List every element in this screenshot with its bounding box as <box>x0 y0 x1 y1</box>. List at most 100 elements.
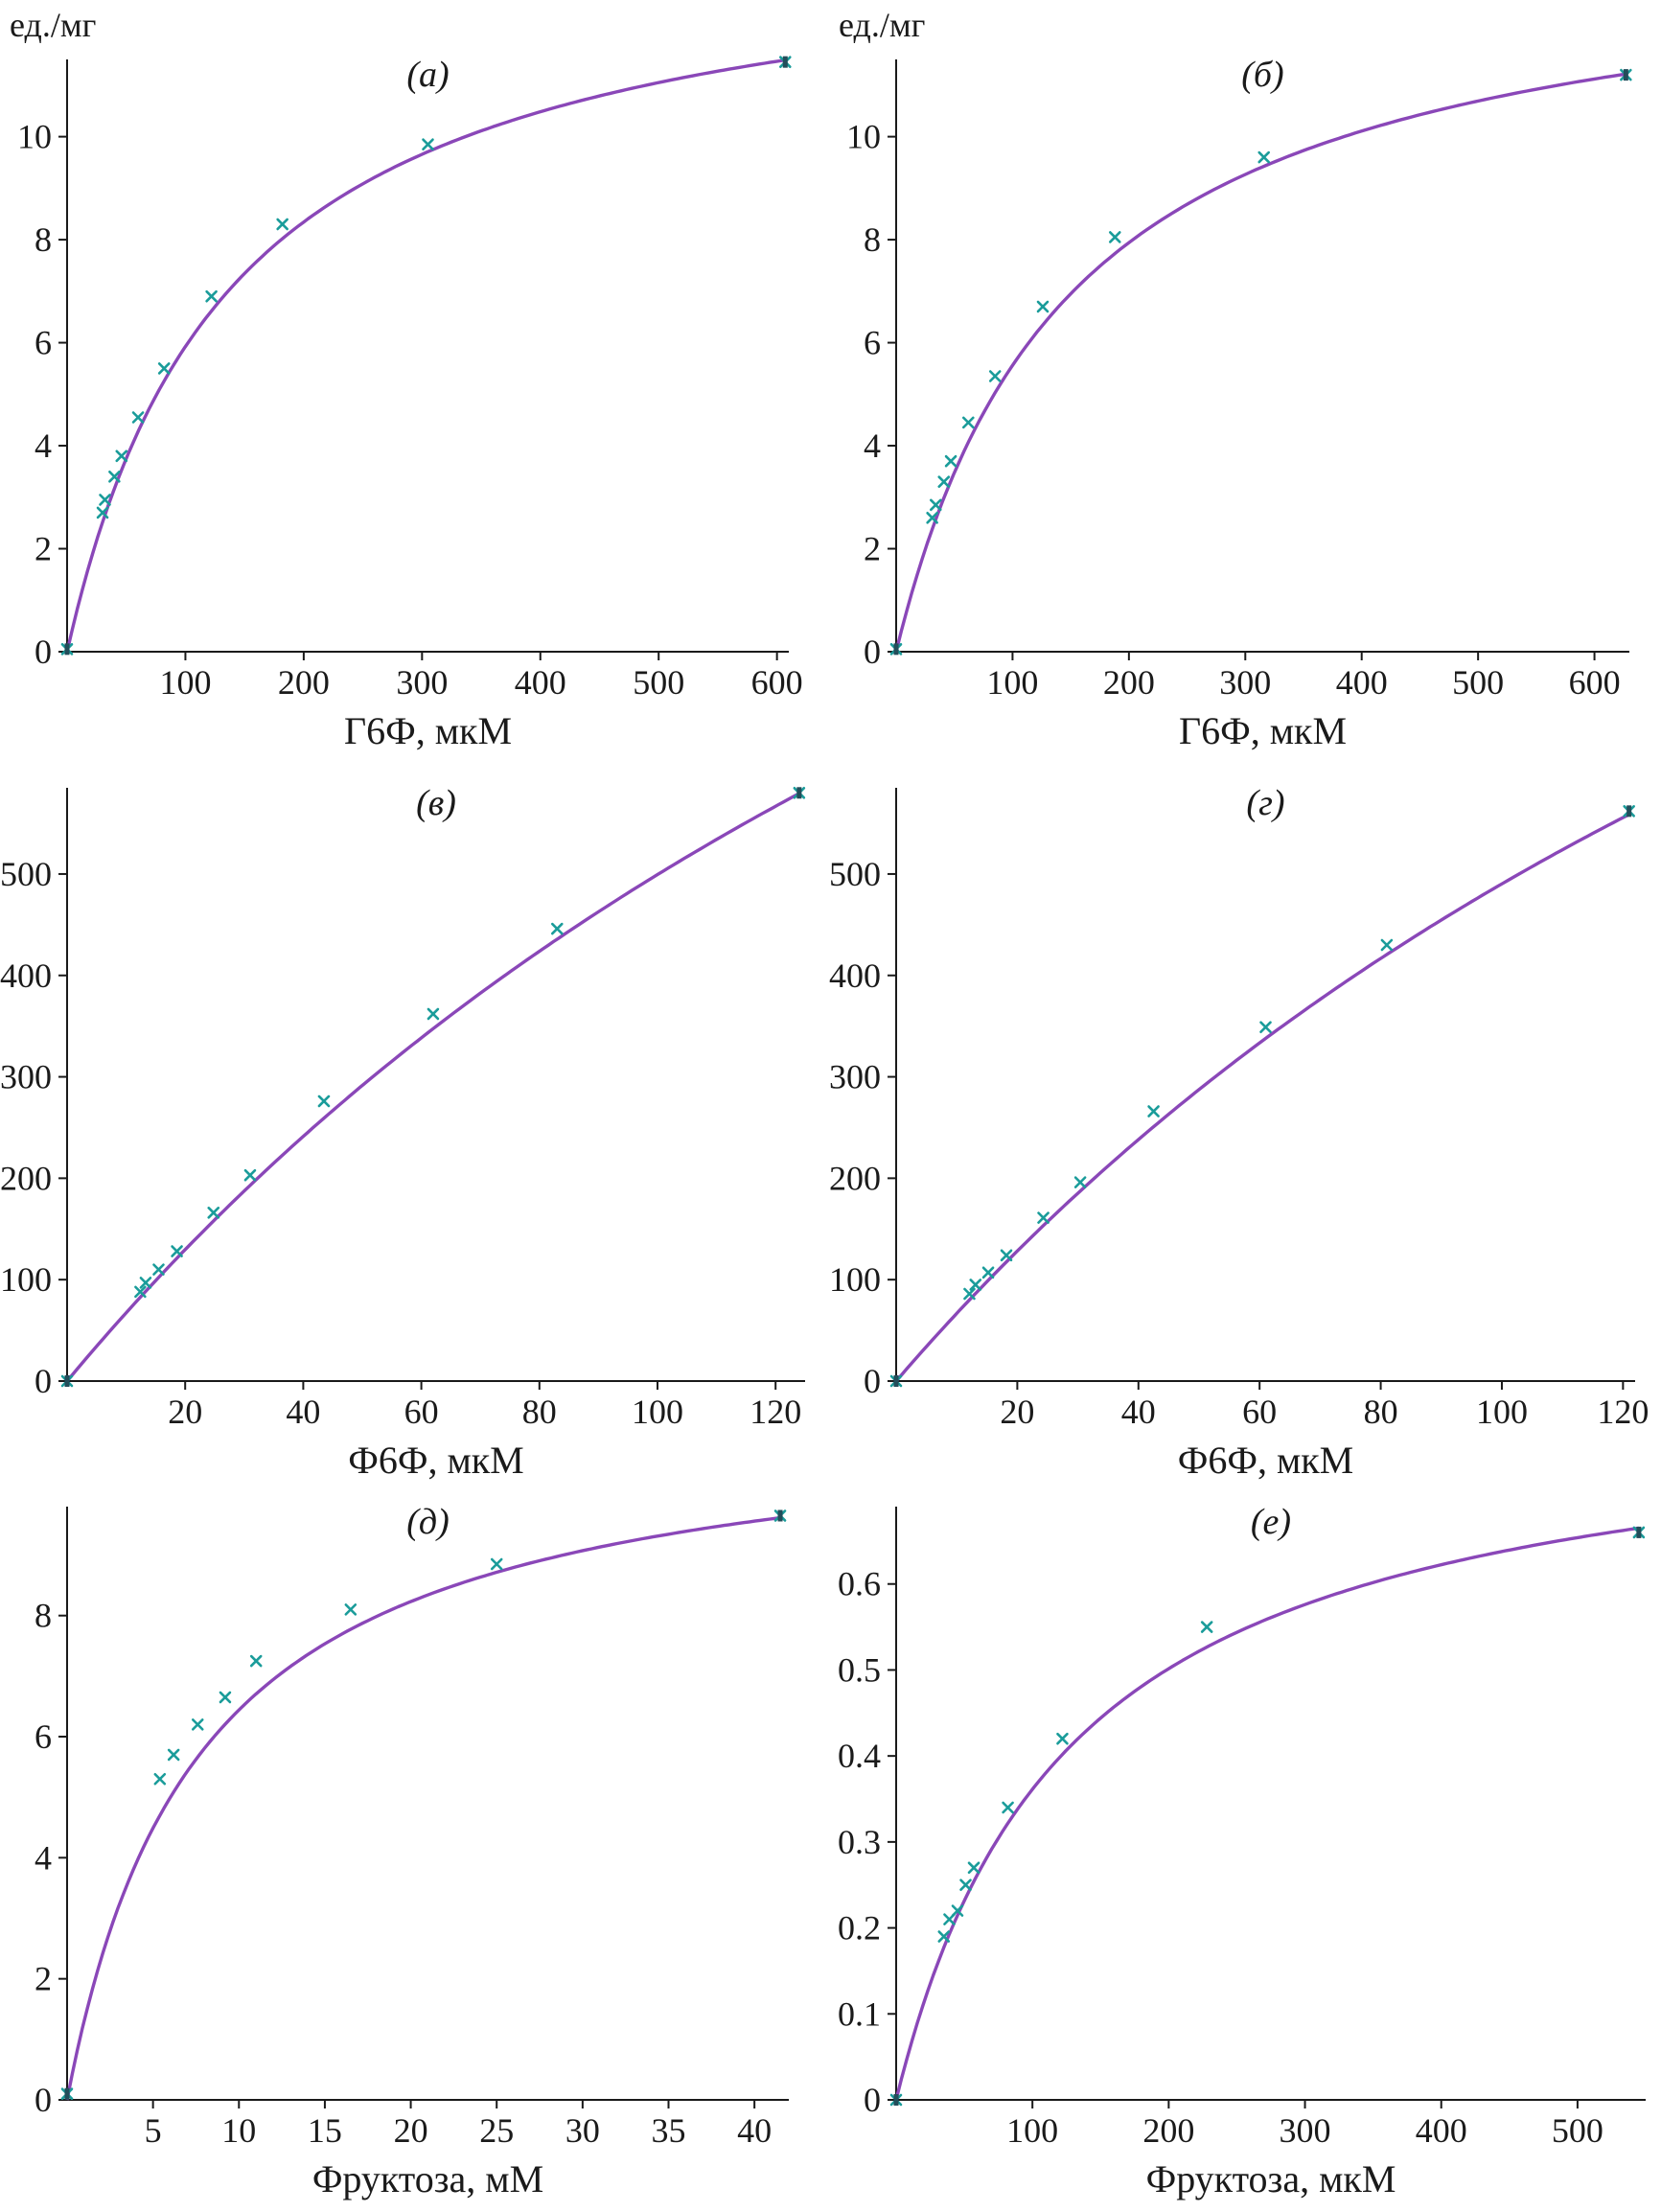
x-tick-label: 200 <box>1103 663 1155 702</box>
x-tick-label: 20 <box>394 2111 428 2150</box>
y-tick-label: 100 <box>0 1260 52 1299</box>
x-axis-title: Ф6Ф, мкМ <box>1178 1439 1354 1482</box>
y-tick-label: 8 <box>864 220 881 259</box>
y-tick-label: 100 <box>829 1260 881 1299</box>
data-point <box>152 1263 165 1276</box>
data-point <box>793 786 806 799</box>
data-point <box>937 1930 951 1943</box>
data-point <box>490 1557 503 1571</box>
y-tick-label: 0 <box>864 633 881 671</box>
x-tick-label: 5 <box>145 2111 162 2150</box>
data-point <box>1056 1732 1069 1745</box>
y-tick-label: 0.1 <box>838 1994 881 2033</box>
data-point <box>889 643 903 656</box>
panel-d: 5 10 15 20 25 30 35 40 0 2 4 6 8 (д) Фруктоза, мМ <box>35 1502 789 2200</box>
data-point <box>60 2087 74 2100</box>
y-tick-label: 200 <box>0 1159 52 1197</box>
x-tick-label: 400 <box>1416 2111 1467 2150</box>
data-point <box>139 1277 152 1289</box>
data-point <box>344 1603 358 1616</box>
panel-label: (д) <box>406 1502 450 1542</box>
x-tick-label: 300 <box>396 663 448 702</box>
data-point <box>1073 1176 1087 1188</box>
data-point <box>981 1266 995 1279</box>
y-tick-label: 0 <box>864 2081 881 2119</box>
data-point <box>961 416 975 429</box>
data-point <box>959 1878 972 1892</box>
x-tick-label: 100 <box>986 663 1038 702</box>
y-tick-label: 0 <box>864 1362 881 1400</box>
y-tick-label: 6 <box>864 324 881 362</box>
data-point <box>937 475 951 488</box>
y-tick-label: 300 <box>0 1058 52 1096</box>
data-point <box>205 289 218 303</box>
x-tick-label: 20 <box>1000 1393 1034 1431</box>
y-tick-label: 2 <box>864 530 881 568</box>
y-tick-label: 0.2 <box>838 1909 881 1947</box>
panel-label: (е) <box>1251 1502 1291 1542</box>
data-point <box>96 506 109 519</box>
x-axis-title: Фруктоза, мМ <box>312 2157 543 2200</box>
fit-curve <box>65 792 800 1383</box>
data-point <box>1257 150 1271 164</box>
y-tick-label: 0 <box>35 1362 52 1400</box>
panel-label: (а) <box>406 55 449 95</box>
data-point <box>167 1748 180 1762</box>
data-point <box>134 1285 147 1299</box>
data-point <box>778 56 792 68</box>
x-tick-label: 40 <box>1121 1393 1156 1431</box>
y-tick-label: 0.5 <box>838 1650 881 1689</box>
y-tick-label: 400 <box>0 956 52 995</box>
y-tick-label: 0 <box>35 2081 52 2119</box>
data-point <box>889 2093 903 2107</box>
panel-g: 20 40 60 80 100 120 0 100 200 300 400 500 (г) Ф6Ф, мк… <box>829 783 1649 1482</box>
x-tick-label: 100 <box>632 1393 683 1431</box>
x-tick-label: 40 <box>286 1393 320 1431</box>
x-tick-label: 20 <box>168 1393 202 1431</box>
x-tick-label: 15 <box>308 2111 342 2150</box>
x-tick-label: 300 <box>1219 663 1271 702</box>
y-tick-label: 0.3 <box>838 1823 881 1861</box>
y-tick-label: 6 <box>35 324 52 362</box>
data-point <box>926 511 938 524</box>
data-point <box>1380 938 1394 952</box>
data-point <box>967 1861 980 1875</box>
y-tick-label: 500 <box>0 855 52 893</box>
y-tick-label: 2 <box>35 530 52 568</box>
x-tick-label: 25 <box>479 2111 514 2150</box>
panel-label: (г) <box>1246 783 1284 823</box>
panel-label: (б) <box>1241 55 1283 95</box>
x-tick-label: 100 <box>1476 1393 1528 1431</box>
data-point <box>1147 1105 1160 1118</box>
x-axis-title: Г6Ф, мкМ <box>1179 709 1347 752</box>
x-tick-label: 60 <box>404 1393 439 1431</box>
data-point <box>191 1718 204 1731</box>
x-tick-label: 600 <box>751 663 803 702</box>
x-tick-label: 400 <box>1336 663 1388 702</box>
y-tick-label: 8 <box>35 1597 52 1635</box>
x-axis-title: Г6Ф, мкМ <box>344 709 512 752</box>
x-axis-title: Ф6Ф, мкМ <box>348 1439 524 1482</box>
x-tick-label: 400 <box>515 663 566 702</box>
x-tick-label: 30 <box>565 2111 600 2150</box>
y-tick-label: 200 <box>829 1159 881 1197</box>
data-point <box>131 411 145 424</box>
x-tick-label: 500 <box>633 663 684 702</box>
y-tick-label: 4 <box>35 1838 52 1877</box>
data-point <box>207 1207 220 1219</box>
y-tick-label: 2 <box>35 1960 52 1998</box>
y-tick-label: 300 <box>829 1058 881 1096</box>
data-point <box>171 1245 183 1257</box>
data-point <box>944 454 957 468</box>
y-tick-label: 0 <box>35 633 52 671</box>
x-tick-label: 100 <box>159 663 211 702</box>
fit-curve <box>894 813 1630 1383</box>
data-point <box>219 1691 232 1704</box>
data-point <box>889 1374 903 1388</box>
x-tick-label: 10 <box>221 2111 256 2150</box>
data-point <box>249 1654 263 1668</box>
y-tick-label: 4 <box>35 426 52 465</box>
y-unit-label: ед./мг <box>839 6 925 44</box>
data-point <box>60 643 74 656</box>
data-point <box>773 1509 787 1522</box>
